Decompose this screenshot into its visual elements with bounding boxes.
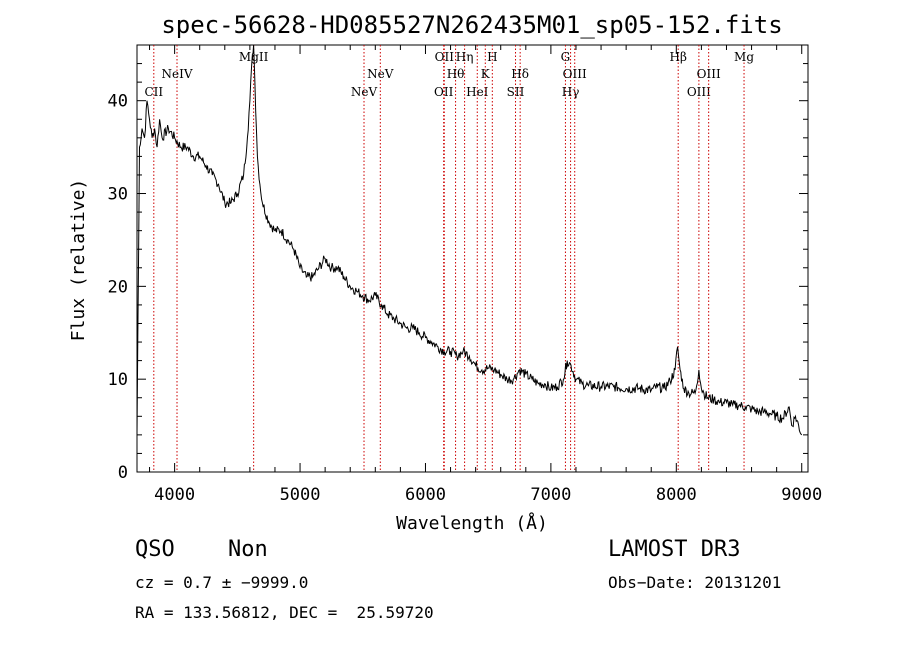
plot-border — [136, 44, 809, 473]
series-group — [136, 44, 803, 436]
line-marker-label: K — [481, 67, 491, 81]
y-tick-label: 40 — [108, 92, 128, 112]
survey-name: LAMOST DR3 — [608, 537, 741, 562]
y-tick-label: 0 — [118, 463, 128, 483]
observation-date: Obs−Date: 20131201 — [608, 573, 782, 592]
y-axis-ticks: 0 10 20 30 40 — [108, 63, 808, 483]
x-axis-ticks: 4000 5000 6000 7000 8000 9000 — [149, 45, 822, 505]
line-marker-label: OIII — [687, 85, 711, 99]
line-marker-label: NeV — [367, 67, 394, 81]
y-tick-label: 30 — [108, 185, 128, 205]
x-tick-label: 6000 — [405, 485, 446, 505]
line-marker-label: Hγ — [562, 85, 580, 99]
redshift-readout: cz = 0.7 ± −9999.0 — [135, 573, 309, 592]
line-marker-label: Mg — [734, 50, 754, 64]
x-tick-label: 5000 — [280, 485, 321, 505]
x-tick-label: 7000 — [530, 485, 571, 505]
line-marker-label: OII — [434, 85, 454, 99]
y-axis-label: Flux (relative) — [68, 179, 89, 342]
y-tick-label: 10 — [108, 370, 128, 390]
line-marker-label: Hη — [456, 50, 474, 64]
coordinates-readout: RA = 133.56812, DEC = 25.59720 — [135, 603, 434, 622]
x-tick-label: 8000 — [656, 485, 697, 505]
x-tick-label: 4000 — [154, 485, 195, 505]
series-line — [136, 44, 803, 436]
object-class: QSO — [135, 537, 175, 562]
x-axis-label: Wavelength (Å) — [396, 512, 548, 534]
line-marker-label: HeI — [466, 85, 489, 99]
line-marker-label: OII — [435, 50, 455, 64]
line-marker-label: G — [561, 50, 571, 64]
line-marker-label: OIII — [697, 67, 721, 81]
line-marker-label: CII — [144, 85, 163, 99]
y-tick-label: 20 — [108, 277, 128, 297]
line-marker-label: Hθ — [447, 67, 465, 81]
line-marker-label: SII — [507, 85, 525, 99]
object-subclass: Non — [228, 537, 268, 562]
line-marker-label: OIII — [563, 67, 587, 81]
line-marker-label: Hβ — [669, 50, 686, 64]
line-marker-label: NeIV — [162, 67, 193, 81]
line-marker-label: H — [487, 50, 497, 64]
line-marker-label: NeV — [351, 85, 378, 99]
line-marker-label: Hδ — [511, 67, 529, 81]
line-markers: CIINeIVMgIINeVNeVOIIOIIHθHηHeIKHSIIHδGHγ… — [144, 45, 754, 472]
plot-frame — [136, 44, 809, 473]
chart-title: spec-56628-HD085527N262435M01_sp05-152.f… — [161, 11, 782, 39]
x-tick-label: 9000 — [781, 485, 822, 505]
